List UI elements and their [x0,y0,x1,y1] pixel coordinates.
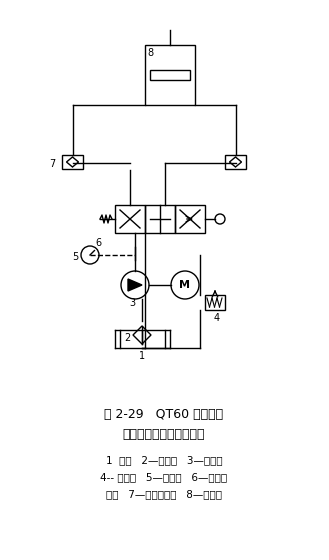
Text: 7: 7 [49,159,55,169]
Bar [150,70,190,80]
Text: 4: 4 [214,313,220,323]
Text: 图 2-29   QT60 型塔式起: 图 2-29 QT60 型塔式起 [104,408,224,422]
Text: 重机升降液压系统原理图: 重机升降液压系统原理图 [123,428,205,441]
Bar [62,155,83,169]
Bar [115,205,145,233]
Polygon shape [128,279,142,291]
Bar [145,205,175,233]
Bar [225,155,246,169]
Text: 8: 8 [147,48,153,58]
Text: 向阀   7—双向液压锁   8—液压缸: 向阀 7—双向液压锁 8—液压缸 [106,489,222,499]
Text: 6: 6 [95,238,101,248]
Bar [205,295,225,310]
Text: M: M [180,280,190,290]
Text: 2: 2 [124,333,130,343]
Bar [145,45,195,105]
Bar [175,205,205,233]
Text: 3: 3 [129,298,135,308]
Text: 5: 5 [72,252,78,262]
Text: 4-- 溢流阀   5—压力表   6—手动换: 4-- 溢流阀 5—压力表 6—手动换 [100,472,228,482]
Text: 1: 1 [139,351,145,361]
Text: 1  油箱   2—过滤器   3—齿轮泵: 1 油箱 2—过滤器 3—齿轮泵 [106,455,222,465]
